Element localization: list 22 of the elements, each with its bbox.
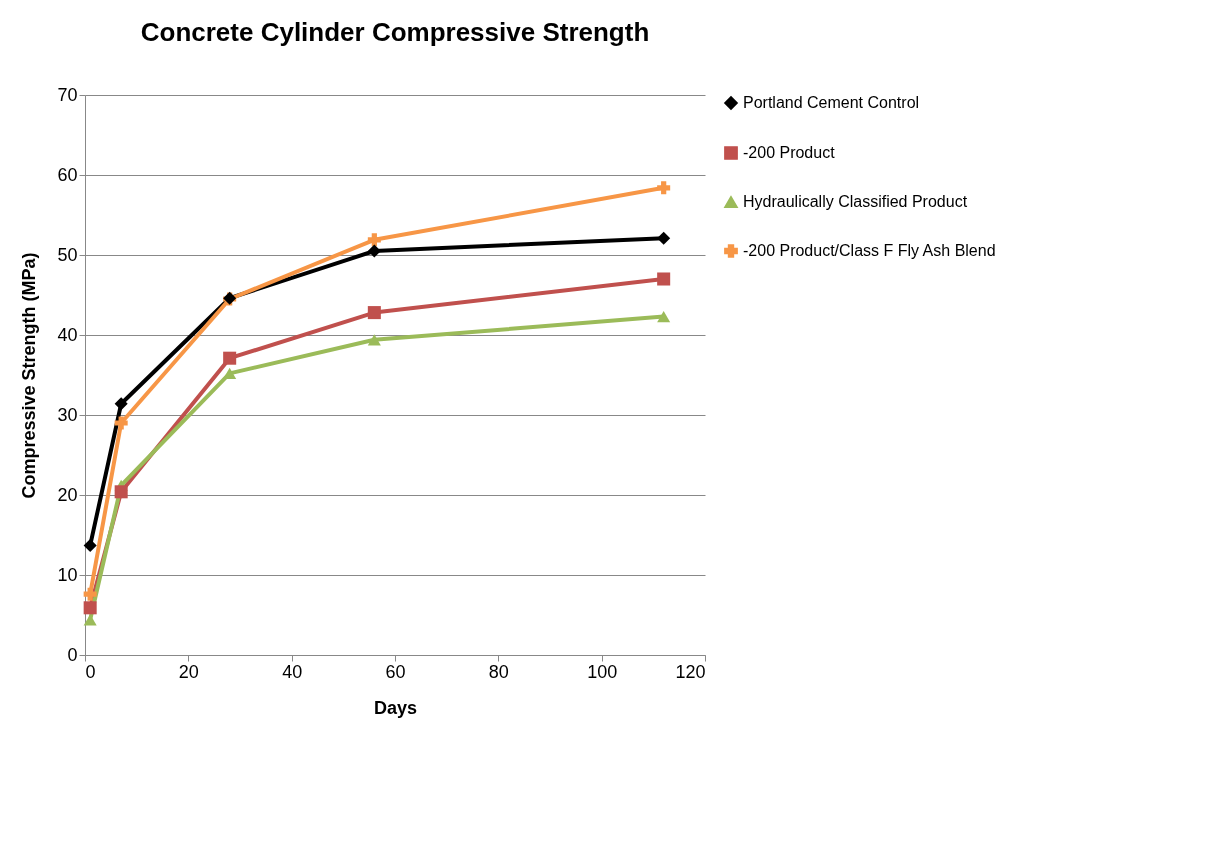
y-tick-label: 60	[57, 164, 78, 185]
y-tick-label: 70	[57, 84, 78, 105]
legend-label: -200 Product/Class F Fly Ash Blend	[743, 242, 996, 259]
y-tick-label: 50	[57, 244, 78, 265]
x-tick-label: 60	[385, 661, 406, 682]
y-tick-label: 30	[57, 404, 78, 425]
y-tick-label: 20	[57, 484, 78, 505]
y-axis-title: Compressive Strength (MPa)	[19, 252, 40, 499]
y-tick-label: 10	[57, 564, 78, 585]
x-axis-title: Days	[373, 697, 418, 718]
x-tick-label: 80	[488, 661, 509, 682]
chart-title: Concrete Cylinder Compressive Strength	[140, 17, 650, 47]
legend-label: Portland Cement Control	[743, 94, 920, 111]
x-tick-label: 20	[178, 661, 199, 682]
legend-label: -200 Product	[743, 144, 836, 161]
y-tick-label: 40	[57, 324, 78, 345]
x-tick-label: 120	[675, 661, 706, 682]
x-tick-label: 40	[282, 661, 303, 682]
x-tick-label: 100	[587, 661, 618, 682]
y-tick-label: 0	[67, 644, 78, 665]
x-tick-label: 0	[85, 661, 96, 682]
legend-label: Hydraulically Classified Product	[743, 193, 968, 210]
